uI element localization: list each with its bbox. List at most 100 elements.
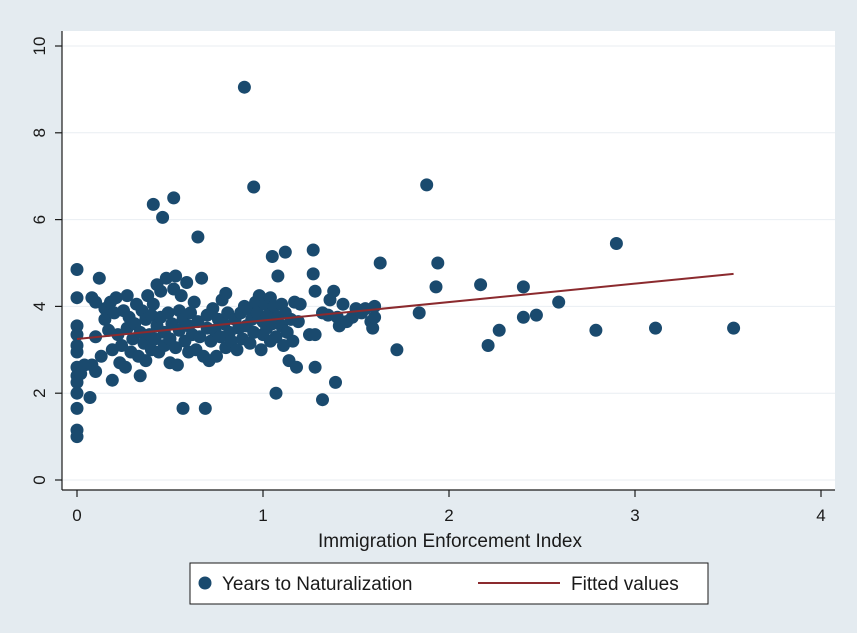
data-point	[120, 289, 134, 303]
data-point	[70, 291, 84, 305]
legend-box	[189, 562, 709, 605]
data-point	[243, 336, 257, 350]
data-point	[336, 297, 350, 311]
data-point	[83, 391, 97, 404]
data-point	[373, 256, 387, 270]
data-point	[589, 323, 603, 337]
data-point	[105, 373, 119, 387]
data-point	[291, 315, 305, 329]
data-point	[286, 334, 300, 348]
data-point	[329, 375, 342, 389]
data-point	[529, 308, 543, 322]
x-tick-label: 4	[816, 506, 825, 525]
data-point	[420, 178, 434, 192]
data-point	[154, 284, 168, 298]
data-point	[431, 256, 445, 270]
y-tick-label: 10	[30, 37, 49, 56]
x-tick-label: 1	[258, 506, 267, 525]
fitted-line-group	[76, 272, 734, 340]
data-point	[230, 343, 244, 357]
data-point	[187, 295, 201, 309]
x-tick-label: 0	[72, 506, 81, 525]
y-tick-label: 6	[30, 215, 49, 224]
data-point	[115, 339, 129, 352]
data-point	[237, 80, 251, 94]
data-point	[176, 401, 190, 415]
data-point	[316, 393, 329, 407]
data-points	[70, 80, 741, 444]
data-point	[254, 343, 268, 357]
data-point	[390, 343, 404, 357]
data-point	[180, 276, 194, 289]
data-point	[247, 180, 261, 194]
data-point	[609, 237, 623, 250]
data-point	[169, 341, 183, 355]
data-point	[368, 310, 382, 324]
x-tick-label: 3	[630, 506, 639, 525]
data-point	[308, 284, 322, 298]
data-point	[70, 386, 84, 400]
legend-label-points: Years to Naturalization	[222, 574, 412, 595]
data-point	[191, 230, 205, 244]
data-point	[70, 263, 84, 276]
data-point	[516, 310, 530, 324]
data-point	[70, 430, 84, 444]
y-tick-label: 4	[30, 302, 49, 311]
legend: Years to Naturalization Fitted values	[189, 562, 709, 605]
data-point	[206, 302, 220, 316]
data-point	[191, 315, 205, 329]
data-point	[98, 312, 112, 326]
data-point	[306, 267, 320, 281]
data-point	[412, 306, 426, 320]
data-point	[169, 269, 183, 283]
plot-area	[62, 31, 835, 490]
data-point	[118, 360, 132, 374]
data-point	[195, 271, 209, 285]
data-point	[167, 191, 181, 205]
data-point	[198, 401, 212, 415]
data-point	[109, 291, 123, 305]
data-point	[139, 354, 153, 368]
data-point	[156, 210, 170, 224]
data-point	[516, 280, 530, 294]
data-point	[474, 278, 488, 292]
data-point	[366, 321, 380, 335]
y-tick-label: 8	[30, 128, 49, 137]
data-point	[219, 286, 233, 300]
data-point	[306, 243, 320, 257]
axis-ticks: 0 2 4 6 8 10 0 1 2 3 4	[30, 37, 826, 525]
data-point	[552, 295, 566, 309]
data-point	[133, 369, 147, 383]
fitted-line	[76, 272, 734, 340]
data-point	[148, 332, 162, 346]
data-point	[170, 358, 184, 372]
data-point	[481, 339, 495, 352]
data-point	[92, 271, 106, 285]
data-point	[146, 297, 160, 311]
data-point	[94, 349, 108, 363]
data-point	[290, 360, 303, 374]
data-point	[368, 299, 382, 313]
x-tick-label: 2	[444, 506, 453, 525]
x-axis-title: Immigration Enforcement Index	[318, 531, 583, 552]
data-point	[429, 280, 443, 294]
data-point	[70, 401, 84, 415]
data-point	[210, 349, 223, 363]
data-point	[89, 365, 103, 378]
data-point	[278, 245, 292, 259]
data-point	[265, 250, 279, 263]
legend-label-fit: Fitted values	[571, 574, 679, 595]
data-point	[327, 284, 341, 298]
data-point	[492, 323, 506, 337]
data-point	[269, 330, 283, 344]
y-tick-label: 2	[30, 388, 49, 397]
data-point	[269, 386, 283, 400]
data-point	[308, 360, 322, 374]
data-point	[161, 306, 175, 320]
data-point	[308, 328, 322, 342]
data-point	[271, 269, 285, 283]
data-point	[146, 197, 160, 211]
data-point	[70, 345, 84, 359]
data-point	[193, 330, 207, 344]
